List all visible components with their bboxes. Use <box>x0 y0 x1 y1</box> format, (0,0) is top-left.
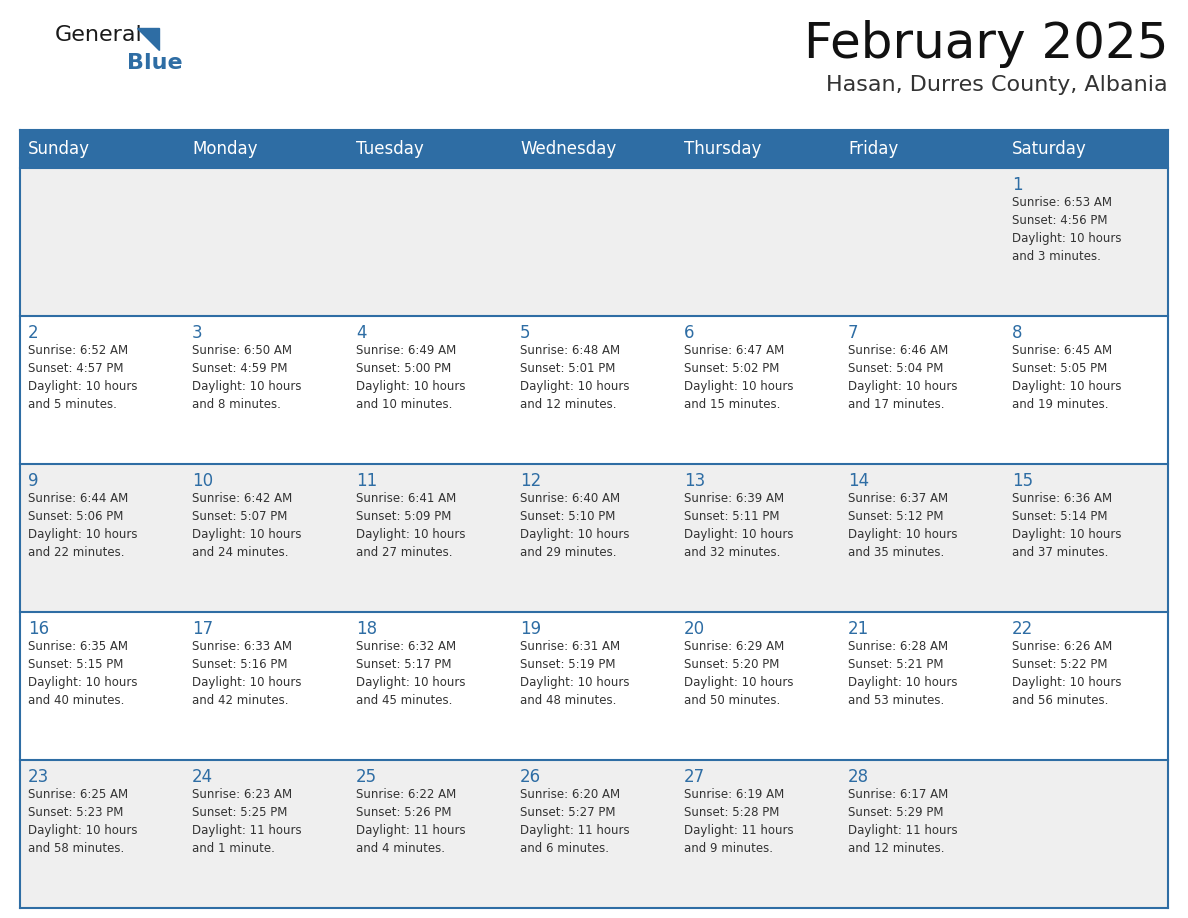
Text: 3: 3 <box>192 324 203 342</box>
Text: Sunrise: 6:26 AM
Sunset: 5:22 PM
Daylight: 10 hours
and 56 minutes.: Sunrise: 6:26 AM Sunset: 5:22 PM Dayligh… <box>1012 640 1121 707</box>
Text: Sunrise: 6:25 AM
Sunset: 5:23 PM
Daylight: 10 hours
and 58 minutes.: Sunrise: 6:25 AM Sunset: 5:23 PM Dayligh… <box>29 788 138 855</box>
Text: 17: 17 <box>192 620 213 638</box>
Text: 28: 28 <box>848 768 870 786</box>
Polygon shape <box>137 28 159 50</box>
Text: Sunrise: 6:52 AM
Sunset: 4:57 PM
Daylight: 10 hours
and 5 minutes.: Sunrise: 6:52 AM Sunset: 4:57 PM Dayligh… <box>29 344 138 411</box>
Text: 23: 23 <box>29 768 49 786</box>
Text: 18: 18 <box>356 620 377 638</box>
Text: Sunrise: 6:47 AM
Sunset: 5:02 PM
Daylight: 10 hours
and 15 minutes.: Sunrise: 6:47 AM Sunset: 5:02 PM Dayligh… <box>684 344 794 411</box>
Text: Sunrise: 6:29 AM
Sunset: 5:20 PM
Daylight: 10 hours
and 50 minutes.: Sunrise: 6:29 AM Sunset: 5:20 PM Dayligh… <box>684 640 794 707</box>
Text: 5: 5 <box>520 324 531 342</box>
Text: 10: 10 <box>192 472 213 490</box>
Text: Sunrise: 6:36 AM
Sunset: 5:14 PM
Daylight: 10 hours
and 37 minutes.: Sunrise: 6:36 AM Sunset: 5:14 PM Dayligh… <box>1012 492 1121 559</box>
Text: Sunrise: 6:50 AM
Sunset: 4:59 PM
Daylight: 10 hours
and 8 minutes.: Sunrise: 6:50 AM Sunset: 4:59 PM Dayligh… <box>192 344 302 411</box>
Text: Sunrise: 6:28 AM
Sunset: 5:21 PM
Daylight: 10 hours
and 53 minutes.: Sunrise: 6:28 AM Sunset: 5:21 PM Dayligh… <box>848 640 958 707</box>
Text: 9: 9 <box>29 472 38 490</box>
Text: 15: 15 <box>1012 472 1034 490</box>
Text: 22: 22 <box>1012 620 1034 638</box>
Text: 12: 12 <box>520 472 542 490</box>
Text: 1: 1 <box>1012 176 1023 194</box>
Text: 21: 21 <box>848 620 870 638</box>
Text: Sunrise: 6:23 AM
Sunset: 5:25 PM
Daylight: 11 hours
and 1 minute.: Sunrise: 6:23 AM Sunset: 5:25 PM Dayligh… <box>192 788 302 855</box>
Text: General: General <box>55 25 143 45</box>
Bar <box>20 612 1168 760</box>
Text: Friday: Friday <box>848 140 898 158</box>
Text: 13: 13 <box>684 472 706 490</box>
Text: 27: 27 <box>684 768 706 786</box>
Text: Sunrise: 6:39 AM
Sunset: 5:11 PM
Daylight: 10 hours
and 32 minutes.: Sunrise: 6:39 AM Sunset: 5:11 PM Dayligh… <box>684 492 794 559</box>
Text: 24: 24 <box>192 768 213 786</box>
Text: 7: 7 <box>848 324 859 342</box>
Text: 20: 20 <box>684 620 706 638</box>
Text: 14: 14 <box>848 472 870 490</box>
Text: Thursday: Thursday <box>684 140 762 158</box>
Text: Sunrise: 6:53 AM
Sunset: 4:56 PM
Daylight: 10 hours
and 3 minutes.: Sunrise: 6:53 AM Sunset: 4:56 PM Dayligh… <box>1012 196 1121 263</box>
Text: Sunrise: 6:17 AM
Sunset: 5:29 PM
Daylight: 11 hours
and 12 minutes.: Sunrise: 6:17 AM Sunset: 5:29 PM Dayligh… <box>848 788 958 855</box>
Bar <box>20 316 1168 464</box>
Text: 16: 16 <box>29 620 49 638</box>
Text: Sunrise: 6:45 AM
Sunset: 5:05 PM
Daylight: 10 hours
and 19 minutes.: Sunrise: 6:45 AM Sunset: 5:05 PM Dayligh… <box>1012 344 1121 411</box>
Text: Blue: Blue <box>127 53 183 73</box>
Text: 19: 19 <box>520 620 541 638</box>
Text: Sunrise: 6:41 AM
Sunset: 5:09 PM
Daylight: 10 hours
and 27 minutes.: Sunrise: 6:41 AM Sunset: 5:09 PM Dayligh… <box>356 492 466 559</box>
Bar <box>20 760 1168 908</box>
Text: 6: 6 <box>684 324 695 342</box>
Text: 2: 2 <box>29 324 39 342</box>
Text: Tuesday: Tuesday <box>356 140 424 158</box>
Bar <box>20 168 1168 316</box>
Text: 11: 11 <box>356 472 378 490</box>
Text: Sunrise: 6:44 AM
Sunset: 5:06 PM
Daylight: 10 hours
and 22 minutes.: Sunrise: 6:44 AM Sunset: 5:06 PM Dayligh… <box>29 492 138 559</box>
Text: Sunrise: 6:22 AM
Sunset: 5:26 PM
Daylight: 11 hours
and 4 minutes.: Sunrise: 6:22 AM Sunset: 5:26 PM Dayligh… <box>356 788 466 855</box>
Text: Sunrise: 6:46 AM
Sunset: 5:04 PM
Daylight: 10 hours
and 17 minutes.: Sunrise: 6:46 AM Sunset: 5:04 PM Dayligh… <box>848 344 958 411</box>
Text: 8: 8 <box>1012 324 1023 342</box>
Text: 4: 4 <box>356 324 367 342</box>
Text: Saturday: Saturday <box>1012 140 1087 158</box>
Text: Sunrise: 6:33 AM
Sunset: 5:16 PM
Daylight: 10 hours
and 42 minutes.: Sunrise: 6:33 AM Sunset: 5:16 PM Dayligh… <box>192 640 302 707</box>
Text: Wednesday: Wednesday <box>520 140 617 158</box>
Text: Sunrise: 6:32 AM
Sunset: 5:17 PM
Daylight: 10 hours
and 45 minutes.: Sunrise: 6:32 AM Sunset: 5:17 PM Dayligh… <box>356 640 466 707</box>
Text: Sunrise: 6:19 AM
Sunset: 5:28 PM
Daylight: 11 hours
and 9 minutes.: Sunrise: 6:19 AM Sunset: 5:28 PM Dayligh… <box>684 788 794 855</box>
Bar <box>20 464 1168 612</box>
Text: 25: 25 <box>356 768 377 786</box>
Text: Sunday: Sunday <box>29 140 90 158</box>
Text: Sunrise: 6:35 AM
Sunset: 5:15 PM
Daylight: 10 hours
and 40 minutes.: Sunrise: 6:35 AM Sunset: 5:15 PM Dayligh… <box>29 640 138 707</box>
Text: Sunrise: 6:42 AM
Sunset: 5:07 PM
Daylight: 10 hours
and 24 minutes.: Sunrise: 6:42 AM Sunset: 5:07 PM Dayligh… <box>192 492 302 559</box>
Text: Sunrise: 6:20 AM
Sunset: 5:27 PM
Daylight: 11 hours
and 6 minutes.: Sunrise: 6:20 AM Sunset: 5:27 PM Dayligh… <box>520 788 630 855</box>
Text: Sunrise: 6:31 AM
Sunset: 5:19 PM
Daylight: 10 hours
and 48 minutes.: Sunrise: 6:31 AM Sunset: 5:19 PM Dayligh… <box>520 640 630 707</box>
Text: Sunrise: 6:40 AM
Sunset: 5:10 PM
Daylight: 10 hours
and 29 minutes.: Sunrise: 6:40 AM Sunset: 5:10 PM Dayligh… <box>520 492 630 559</box>
Text: Sunrise: 6:37 AM
Sunset: 5:12 PM
Daylight: 10 hours
and 35 minutes.: Sunrise: 6:37 AM Sunset: 5:12 PM Dayligh… <box>848 492 958 559</box>
Bar <box>20 130 1168 168</box>
Text: Sunrise: 6:48 AM
Sunset: 5:01 PM
Daylight: 10 hours
and 12 minutes.: Sunrise: 6:48 AM Sunset: 5:01 PM Dayligh… <box>520 344 630 411</box>
Text: Monday: Monday <box>192 140 258 158</box>
Text: 26: 26 <box>520 768 541 786</box>
Text: Hasan, Durres County, Albania: Hasan, Durres County, Albania <box>827 75 1168 95</box>
Text: Sunrise: 6:49 AM
Sunset: 5:00 PM
Daylight: 10 hours
and 10 minutes.: Sunrise: 6:49 AM Sunset: 5:00 PM Dayligh… <box>356 344 466 411</box>
Text: February 2025: February 2025 <box>803 20 1168 68</box>
